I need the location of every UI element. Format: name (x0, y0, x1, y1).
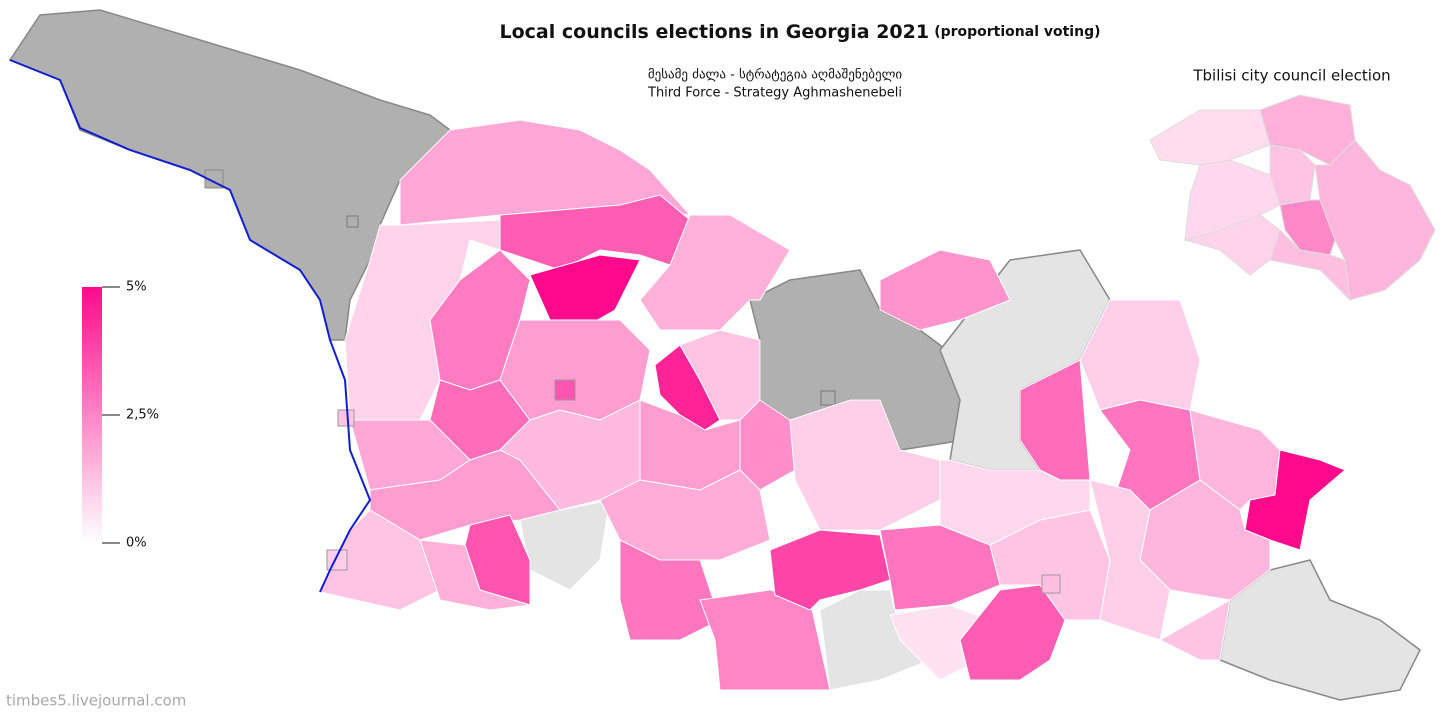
region (499, 194, 691, 271)
coastline (9, 59, 372, 593)
color-scale (82, 287, 102, 543)
region (639, 214, 791, 331)
legend-label: 2,5% (126, 408, 159, 423)
region (879, 249, 1011, 331)
tbilisi-district (1149, 109, 1271, 166)
legend-label: 0% (126, 536, 147, 551)
subtitle: მესამე ძალა - სტრატეგია აღმაშენებელი (648, 68, 903, 83)
region (529, 254, 641, 331)
tbilisi-district (1269, 229, 1351, 302)
inset-title: Tbilisi city council election (1192, 67, 1390, 85)
title-note: (proportional voting) (934, 24, 1100, 40)
city (1041, 574, 1061, 594)
region (419, 539, 531, 611)
city (337, 409, 355, 427)
no-data-city (346, 215, 359, 228)
region (619, 539, 721, 641)
region (1244, 449, 1346, 551)
region (699, 589, 831, 691)
no-data-city (820, 390, 836, 406)
region (1158, 599, 1231, 661)
credit: timbes5.livejournal.com (6, 692, 186, 710)
region (679, 329, 761, 421)
tbilisi-district (1279, 199, 1336, 256)
subtitle: Third Force - Strategy Aghmashenebeli (647, 86, 902, 101)
region (399, 119, 692, 226)
legend-label: 5% (126, 280, 147, 295)
region (959, 584, 1066, 681)
region (1089, 479, 1171, 641)
city (554, 379, 576, 401)
region (769, 529, 891, 611)
region (939, 459, 1091, 546)
city (326, 549, 348, 571)
no-data-area (1219, 559, 1421, 701)
title: Local councils elections in Georgia 2021… (500, 21, 1101, 43)
title-text: Local councils elections in Georgia 2021 (500, 21, 930, 43)
region (499, 319, 651, 421)
